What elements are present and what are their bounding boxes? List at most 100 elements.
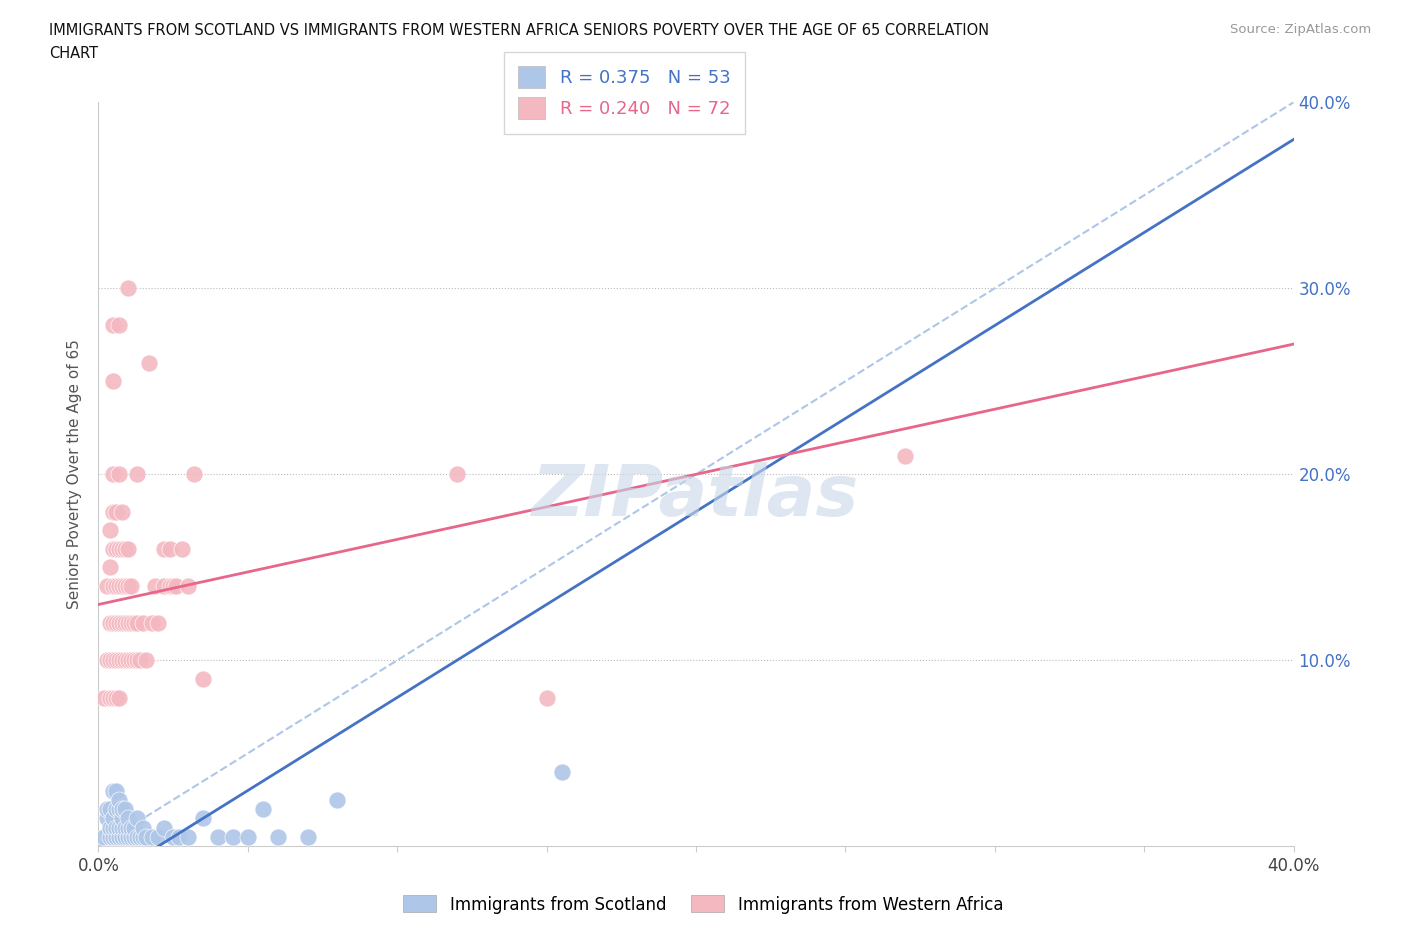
Text: CHART: CHART <box>49 46 98 61</box>
Point <box>165 578 187 593</box>
Point <box>167 830 190 844</box>
Y-axis label: Seniors Poverty Over the Age of 65: Seniors Poverty Over the Age of 65 <box>67 339 83 609</box>
Point <box>135 830 157 844</box>
Text: IMMIGRANTS FROM SCOTLAND VS IMMIGRANTS FROM WESTERN AFRICA SENIORS POVERTY OVER : IMMIGRANTS FROM SCOTLAND VS IMMIGRANTS F… <box>49 23 990 38</box>
Point <box>124 653 146 668</box>
Point <box>297 830 319 844</box>
Point <box>252 802 274 817</box>
Point <box>103 616 125 631</box>
Point <box>111 616 134 631</box>
Point <box>127 616 149 631</box>
Point <box>120 820 142 835</box>
Point <box>117 616 139 631</box>
Point <box>141 830 163 844</box>
Point <box>114 541 136 556</box>
Point <box>105 578 128 593</box>
Point <box>138 355 160 370</box>
Point <box>108 802 131 817</box>
Point <box>191 671 214 686</box>
Point <box>108 578 131 593</box>
Point <box>132 830 155 844</box>
Point <box>326 792 349 807</box>
Point <box>124 830 146 844</box>
Point <box>153 578 176 593</box>
Point <box>148 830 170 844</box>
Point <box>108 820 131 835</box>
Point <box>98 820 122 835</box>
Point <box>117 281 139 296</box>
Point <box>96 578 118 593</box>
Text: ZIPatlas: ZIPatlas <box>533 462 859 531</box>
Point <box>117 811 139 826</box>
Point <box>108 830 131 844</box>
Point <box>267 830 290 844</box>
Point <box>153 541 176 556</box>
Point <box>103 783 125 798</box>
Point <box>103 653 125 668</box>
Point <box>96 653 118 668</box>
Point <box>135 653 157 668</box>
Point <box>127 830 149 844</box>
Point <box>103 578 125 593</box>
Point <box>550 764 572 779</box>
Point <box>114 830 136 844</box>
Point <box>127 653 149 668</box>
Point <box>98 830 122 844</box>
Point <box>105 541 128 556</box>
Point <box>127 467 149 482</box>
Text: Source: ZipAtlas.com: Source: ZipAtlas.com <box>1230 23 1371 36</box>
Point <box>105 830 128 844</box>
Point <box>120 830 142 844</box>
Point <box>103 504 125 519</box>
Point <box>114 578 136 593</box>
Point <box>129 830 152 844</box>
Point <box>98 653 122 668</box>
Point <box>108 541 131 556</box>
Point <box>98 802 122 817</box>
Point <box>103 467 125 482</box>
Point <box>120 578 142 593</box>
Point <box>114 820 136 835</box>
Point <box>894 448 917 463</box>
Point <box>153 820 176 835</box>
Point <box>236 830 259 844</box>
Point <box>111 830 134 844</box>
Point <box>108 318 131 333</box>
Point <box>536 690 558 705</box>
Legend: R = 0.375   N = 53, R = 0.240   N = 72: R = 0.375 N = 53, R = 0.240 N = 72 <box>503 52 745 134</box>
Point <box>162 578 184 593</box>
Legend: Immigrants from Scotland, Immigrants from Western Africa: Immigrants from Scotland, Immigrants fro… <box>396 889 1010 920</box>
Point <box>222 830 245 844</box>
Point <box>111 541 134 556</box>
Point <box>143 578 166 593</box>
Point <box>114 802 136 817</box>
Point <box>105 820 128 835</box>
Point <box>127 811 149 826</box>
Point <box>117 653 139 668</box>
Point <box>177 830 200 844</box>
Point <box>105 802 128 817</box>
Point <box>162 830 184 844</box>
Point <box>108 653 131 668</box>
Point <box>446 467 468 482</box>
Point <box>124 820 146 835</box>
Point <box>141 616 163 631</box>
Point <box>103 318 125 333</box>
Point <box>132 616 155 631</box>
Point <box>93 690 115 705</box>
Point <box>159 541 181 556</box>
Point <box>172 541 194 556</box>
Point <box>108 616 131 631</box>
Point <box>111 820 134 835</box>
Point <box>114 616 136 631</box>
Point <box>103 541 125 556</box>
Point <box>111 653 134 668</box>
Point <box>120 653 142 668</box>
Point <box>159 578 181 593</box>
Point <box>93 830 115 844</box>
Point <box>111 811 134 826</box>
Point <box>96 802 118 817</box>
Point <box>103 820 125 835</box>
Point <box>111 504 134 519</box>
Point <box>117 541 139 556</box>
